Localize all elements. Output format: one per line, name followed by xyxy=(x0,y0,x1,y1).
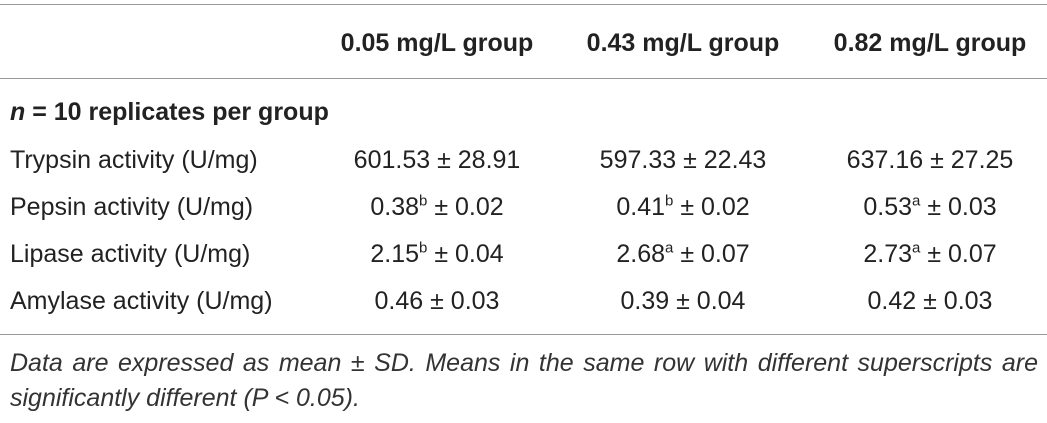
cell-superscript: a xyxy=(912,192,921,210)
cell-sd: ± 0.07 xyxy=(673,240,750,268)
cell-sd: ± 0.07 xyxy=(920,240,997,268)
cell-superscript: b xyxy=(419,239,428,257)
row-label: Pepsin activity (U/mg) xyxy=(10,193,254,221)
cell-value: 597.33 ± 22.43 xyxy=(599,146,767,174)
cell-sd: ± 0.02 xyxy=(427,193,504,221)
value-cell: 2.68a ± 0.07 xyxy=(616,239,749,269)
cell-superscript: a xyxy=(665,239,674,257)
footnote: Data are expressed as mean ± SD. Means i… xyxy=(10,349,1038,412)
cell-value: 0.46 ± 0.03 xyxy=(374,287,500,315)
section-var: n xyxy=(10,98,26,126)
header-rule xyxy=(0,78,1047,79)
value-cell: 601.53 ± 28.91 xyxy=(354,145,521,175)
cell-superscript: a xyxy=(912,239,921,257)
cell-value: 0.41 xyxy=(616,193,666,221)
cell-sd: ± 0.03 xyxy=(920,193,997,221)
column-header: 0.05 mg/L group xyxy=(340,29,534,57)
cell-value: 2.15 xyxy=(370,240,420,268)
value-cell: 0.41b ± 0.02 xyxy=(616,192,749,222)
value-cell: 0.38b ± 0.02 xyxy=(370,192,503,222)
bottom-rule xyxy=(0,334,1047,335)
value-cell: 0.42 ± 0.03 xyxy=(868,286,993,316)
value-cell: 0.39 ± 0.04 xyxy=(621,286,746,316)
value-cell: 0.46 ± 0.03 xyxy=(375,286,500,316)
cell-sd: ± 0.04 xyxy=(427,240,504,268)
cell-value: 0.42 ± 0.03 xyxy=(867,287,993,315)
value-cell: 0.53a ± 0.03 xyxy=(863,192,996,222)
cell-value: 2.73 xyxy=(863,240,913,268)
column-header: 0.43 mg/L group xyxy=(586,29,780,57)
cell-sd: ± 0.02 xyxy=(673,193,750,221)
section-text: = 10 replicates per group xyxy=(25,98,329,126)
section-label: n = 10 replicates per group xyxy=(10,97,329,127)
top-rule xyxy=(0,4,1047,5)
cell-value: 0.53 xyxy=(863,193,913,221)
cell-value: 0.38 xyxy=(370,193,420,221)
value-cell: 2.15b ± 0.04 xyxy=(370,239,503,269)
row-label: Trypsin activity (U/mg) xyxy=(10,146,258,174)
row-label: Amylase activity (U/mg) xyxy=(10,287,273,315)
cell-value: 601.53 ± 28.91 xyxy=(353,146,521,174)
cell-superscript: b xyxy=(665,192,674,210)
value-cell: 637.16 ± 27.25 xyxy=(847,145,1014,175)
cell-superscript: b xyxy=(419,192,428,210)
cell-value: 0.39 ± 0.04 xyxy=(620,287,746,315)
row-label: Lipase activity (U/mg) xyxy=(10,240,251,268)
cell-value: 637.16 ± 27.25 xyxy=(846,146,1014,174)
value-cell: 597.33 ± 22.43 xyxy=(600,145,767,175)
value-cell: 2.73a ± 0.07 xyxy=(863,239,996,269)
cell-value: 2.68 xyxy=(616,240,666,268)
column-header: 0.82 mg/L group xyxy=(833,29,1027,57)
